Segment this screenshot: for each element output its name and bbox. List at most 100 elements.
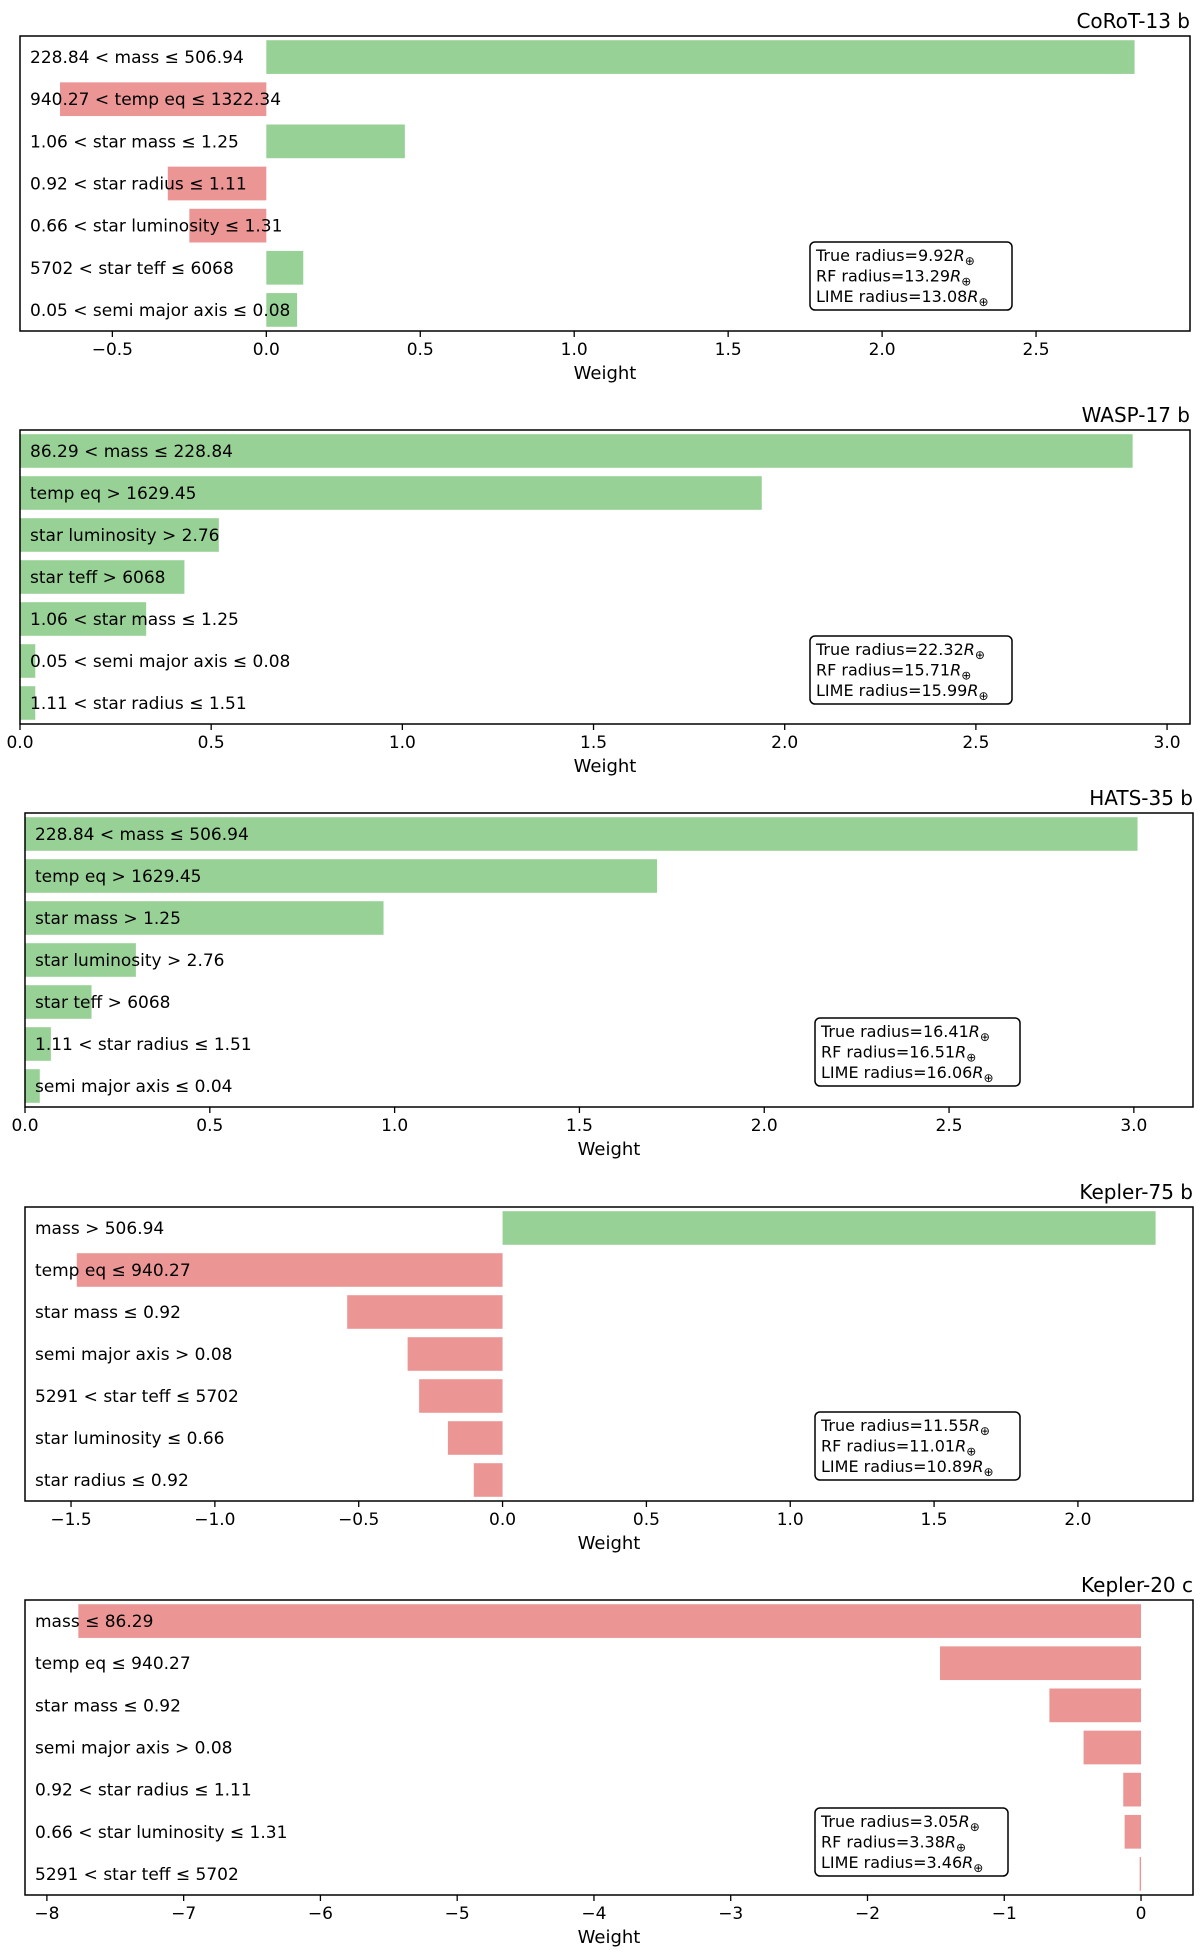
x-tick-label: 2.0 [1064, 1510, 1091, 1530]
legend-unit: R [969, 1022, 980, 1041]
weight-bar [407, 1337, 503, 1371]
weight-bar [266, 293, 298, 327]
earth-symbol-icon: ⊕ [973, 1861, 983, 1875]
x-tick-label: 2.5 [1023, 340, 1050, 360]
earth-symbol-icon: ⊕ [975, 648, 985, 662]
legend-row-label: RF radius= [821, 1437, 909, 1456]
legend-row-label: True radius= [820, 1416, 923, 1435]
earth-symbol-icon: ⊕ [980, 1030, 990, 1044]
weight-bar [419, 1379, 503, 1413]
weight-bar [20, 560, 185, 594]
legend-row-value: 3.05 [923, 1812, 959, 1831]
earth-symbol-icon: ⊕ [980, 1424, 990, 1438]
axes-frame [19, 35, 1191, 332]
feature-label: 5291 < star teff ≤ 5702 [35, 1387, 239, 1407]
legend-row-label: True radius= [815, 246, 918, 265]
feature-label: star mass ≤ 0.92 [35, 1303, 181, 1323]
legend-row-value: 15.99 [922, 681, 968, 700]
x-axis-label: Weight [574, 756, 637, 777]
feature-label: 5702 < star teff ≤ 6068 [30, 259, 234, 279]
x-tick-label: 3.0 [1120, 1116, 1147, 1136]
legend-row-value: 16.41 [923, 1022, 969, 1041]
feature-label: semi major axis > 0.08 [35, 1345, 232, 1365]
x-tick-label: −7 [171, 1904, 196, 1924]
weight-bar [78, 1604, 1142, 1638]
weight-bar [25, 859, 658, 893]
x-tick-label: 0.0 [489, 1510, 516, 1530]
legend-row: LIME radius=3.46R⊕ [821, 1853, 983, 1875]
x-tick-label: −3 [718, 1904, 743, 1924]
feature-label: 0.92 < star radius ≤ 1.11 [30, 175, 247, 195]
axes-frame [24, 812, 1194, 1108]
legend-row: LIME radius=16.06R⊕ [821, 1063, 994, 1085]
legend-unit: R [972, 1457, 983, 1476]
x-tick-label: −0.5 [92, 340, 133, 360]
legend-row-label: RF radius= [816, 661, 904, 680]
axes-frame [24, 1206, 1194, 1502]
feature-label: 1.06 < star mass ≤ 1.25 [30, 610, 239, 630]
x-tick-label: −4 [581, 1904, 606, 1924]
weight-bar [502, 1211, 1156, 1245]
feature-label: 0.66 < star luminosity ≤ 1.31 [30, 217, 282, 237]
x-tick-label: 0.0 [6, 733, 33, 753]
legend-box [809, 241, 1013, 311]
weight-bar [1049, 1688, 1142, 1723]
earth-symbol-icon: ⊕ [970, 1820, 980, 1834]
weight-bar [266, 250, 304, 285]
radius-legend: True radius=3.05R⊕RF radius=3.38R⊕LIME r… [814, 1807, 1009, 1877]
radius-legend: True radius=16.41R⊕RF radius=16.51R⊕LIME… [814, 1017, 1021, 1087]
x-axis-label: Weight [578, 1927, 641, 1948]
x-tick-label: 0.5 [198, 733, 225, 753]
earth-symbol-icon: ⊕ [966, 1051, 976, 1065]
legend-row-label: LIME radius= [816, 681, 922, 700]
chart-title: Kepler-75 b [1079, 1180, 1193, 1204]
feature-label: star luminosity > 2.76 [35, 951, 225, 971]
weight-bar [20, 686, 36, 720]
legend-row-value: 16.06 [927, 1063, 973, 1082]
weight-bar [473, 1463, 503, 1497]
chart-panel-1: 228.84 < mass ≤ 506.94 940.27 < temp eq ≤… [19, 9, 1191, 384]
radius-legend: True radius=9.92R⊕RF radius=13.29R⊕LIME … [809, 241, 1013, 311]
legend-row: LIME radius=13.08R⊕ [816, 287, 989, 309]
weight-bar [1139, 1857, 1142, 1891]
feature-label: star radius ≤ 0.92 [35, 1471, 189, 1491]
legend-row-value: 16.51 [909, 1043, 955, 1062]
legend-row-label: LIME radius= [816, 287, 922, 306]
legend-row-value: 13.08 [922, 287, 968, 306]
x-tick-label: 1.5 [921, 1510, 948, 1530]
x-tick-label: 1.0 [389, 733, 416, 753]
weight-bar [266, 40, 1135, 74]
feature-label: semi major axis ≤ 0.04 [35, 1077, 232, 1097]
legend-row: True radius=11.55R⊕ [820, 1416, 990, 1438]
legend-row-value: 11.01 [909, 1437, 955, 1456]
x-tick-label: 0.0 [253, 340, 280, 360]
x-tick-label: 1.5 [715, 340, 742, 360]
feature-label: 5291 < star teff ≤ 5702 [35, 1865, 239, 1885]
legend-row-value: 11.55 [923, 1416, 969, 1435]
legend-row-label: True radius= [820, 1812, 923, 1831]
legend-row-value: 3.38 [909, 1833, 945, 1852]
feature-label: temp eq ≤ 940.27 [35, 1261, 191, 1281]
weight-bar [1123, 1772, 1142, 1807]
legend-unit: R [954, 246, 965, 265]
weight-bar [20, 476, 762, 510]
earth-symbol-icon: ⊕ [978, 295, 988, 309]
legend-row-label: RF radius= [821, 1833, 909, 1852]
legend-row: RF radius=15.71R⊕ [816, 661, 971, 683]
legend-row: LIME radius=15.99R⊕ [816, 681, 989, 703]
legend-unit: R [967, 287, 978, 306]
weight-bar [25, 817, 1138, 851]
x-tick-label: −8 [34, 1904, 59, 1924]
weight-bar [1124, 1814, 1142, 1849]
earth-symbol-icon: ⊕ [961, 275, 971, 289]
legend-row: True radius=9.92R⊕ [815, 246, 975, 268]
x-tick-label: −5 [445, 1904, 470, 1924]
legend-unit: R [959, 1812, 970, 1831]
feature-label: 0.05 < semi major axis ≤ 0.08 [30, 301, 290, 321]
legend-row-value: 15.71 [904, 661, 950, 680]
weight-bar [20, 434, 1133, 468]
x-tick-label: 3.0 [1154, 733, 1181, 753]
chart-panel-5: mass ≤ 86.29 temp eq ≤ 940.27 star mass ≤ … [24, 1573, 1194, 1948]
x-tick-label: 1.0 [381, 1116, 408, 1136]
radius-legend: True radius=22.32R⊕RF radius=15.71R⊕LIME… [809, 635, 1013, 705]
